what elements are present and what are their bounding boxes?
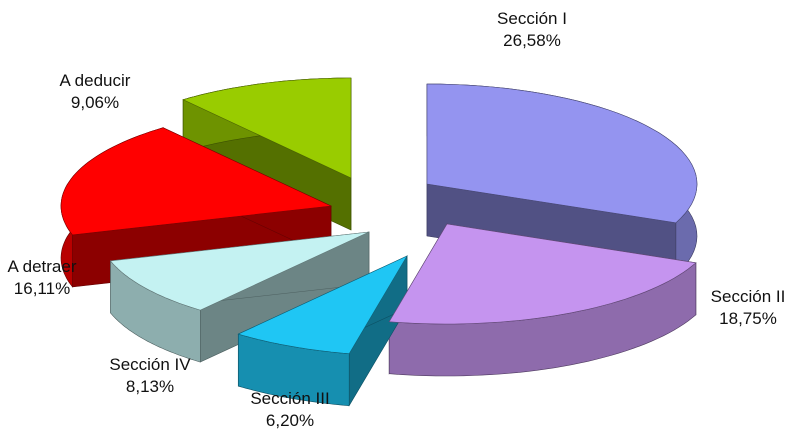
label-a-detraer: A detraer 16,11% [8,257,77,298]
label-name-a-deducir: A deducir [60,71,131,90]
slice-tops [60,77,698,355]
label-value-secci-n-iv: 8,13% [126,377,174,396]
label-name-a-detraer: A detraer [8,257,77,276]
label-name-secci-n-ii: Sección II [711,287,786,306]
label-name-secci-n-i: Sección I [497,9,567,28]
slice-a-detraer [60,127,333,236]
label-secci-n-i: Sección I 26,58% [497,9,567,50]
label-a-deducir: A deducir 9,06% [60,71,131,112]
label-secci-n-iii: Sección III 6,20% [250,389,329,430]
slice-a-deducir [182,77,352,179]
slice-labels: Sección I 26,58%Sección II 18,75%Sección I… [8,9,786,430]
label-secci-n-iv: Sección IV 8,13% [109,355,191,396]
label-value-secci-n-ii: 18,75% [719,309,777,328]
label-value-secci-n-iii: 6,20% [266,411,314,430]
label-value-a-deducir: 9,06% [71,93,119,112]
slice-secci-n-ii [388,223,697,325]
label-value-secci-n-i: 26,58% [503,31,561,50]
label-value-a-detraer: 16,11% [14,279,70,298]
label-name-secci-n-iv: Sección IV [109,355,191,374]
slice-secci-n-iv [109,231,370,311]
label-secci-n-ii: Sección II 18,75% [711,287,786,328]
label-name-secci-n-iii: Sección III [250,389,329,408]
slice-secci-n-i [426,83,698,224]
slice-secci-n-iii [237,255,408,355]
